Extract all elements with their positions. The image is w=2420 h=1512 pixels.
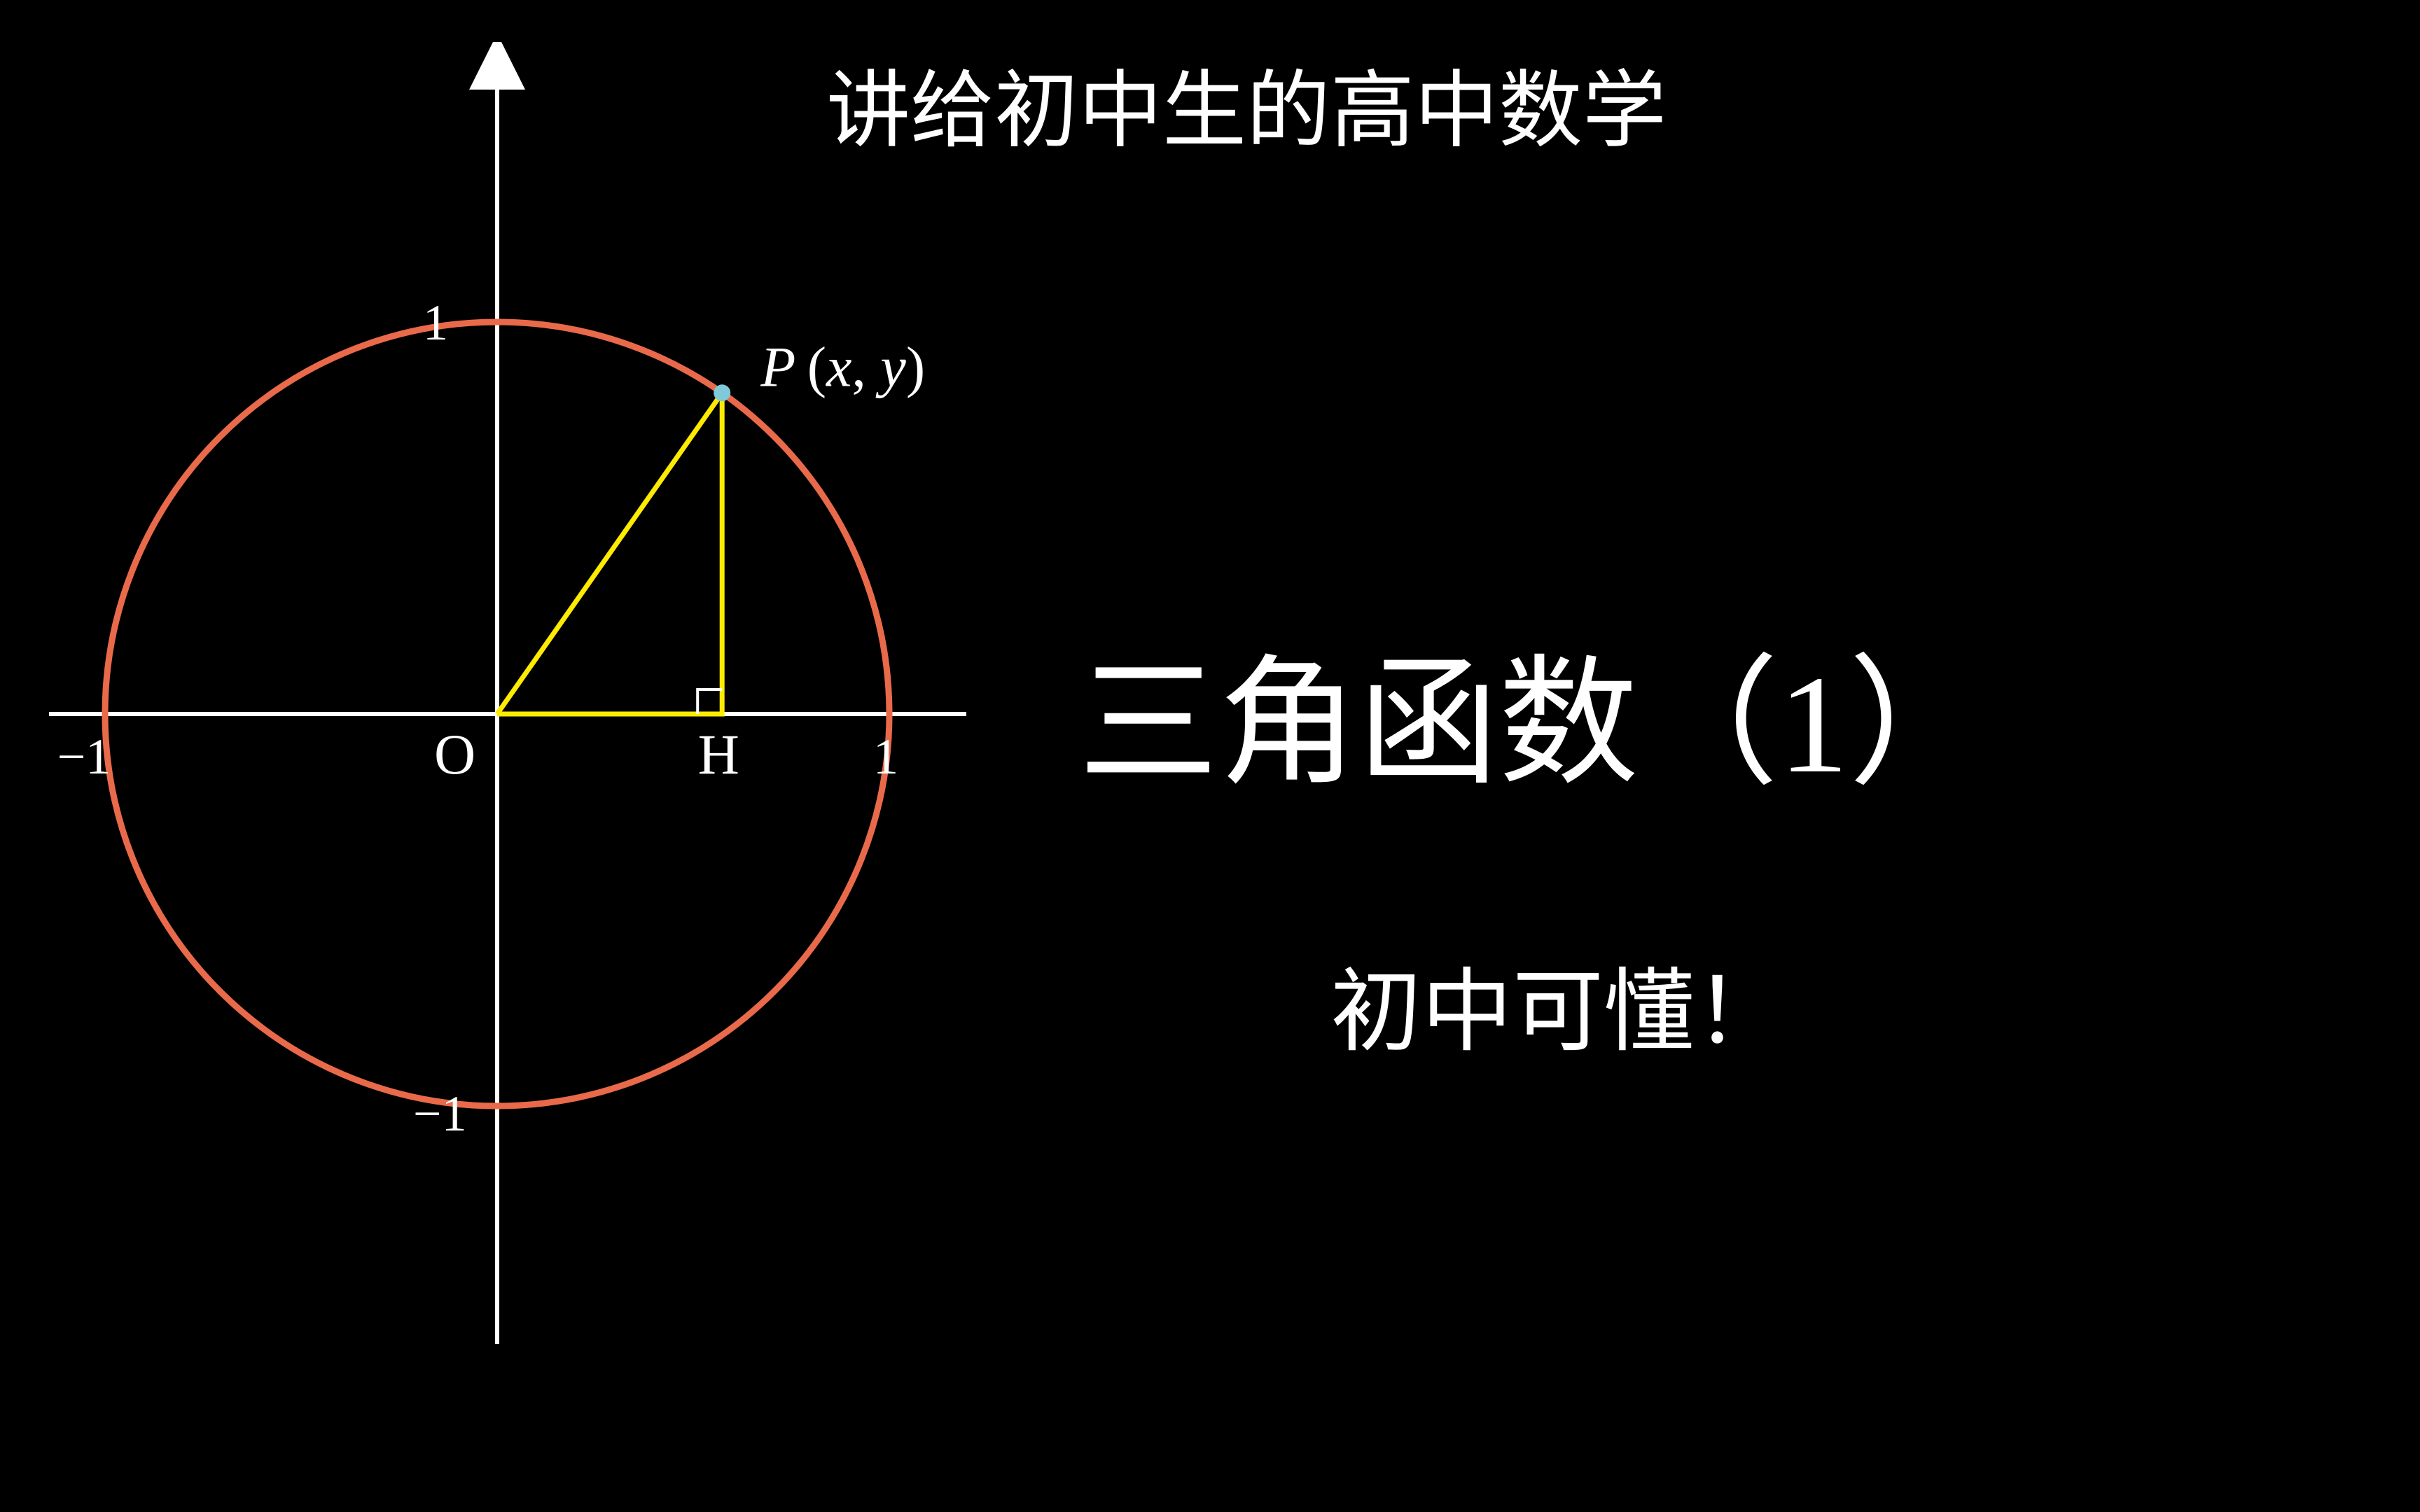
- origin-label: O: [434, 722, 475, 786]
- foot-h-label: H: [698, 722, 739, 786]
- right-angle-marker: [697, 690, 722, 714]
- subtitle-label: 初中可懂: [1330, 962, 1695, 1063]
- point-p-label: P (x, y): [760, 335, 925, 398]
- point-p-dot: [714, 384, 730, 401]
- diagram-svg: 1 −1 1 −1 O H P (x, y): [42, 42, 966, 1372]
- subtitle-exclaim: ！: [1695, 962, 1786, 1063]
- tick-y-neg: −1: [413, 1086, 467, 1142]
- tick-x-neg: −1: [57, 729, 111, 785]
- subtitle-text: 初中可懂！: [1330, 938, 1786, 1070]
- tick-x-pos: 1: [873, 729, 898, 785]
- title-text: 三角函数（1）: [1078, 609, 1989, 812]
- tick-y-pos: 1: [423, 295, 448, 351]
- triangle-ohp: [497, 393, 722, 714]
- unit-circle-diagram: 1 −1 1 −1 O H P (x, y): [42, 42, 966, 1372]
- title-label: 三角函数（1）: [1078, 648, 1989, 802]
